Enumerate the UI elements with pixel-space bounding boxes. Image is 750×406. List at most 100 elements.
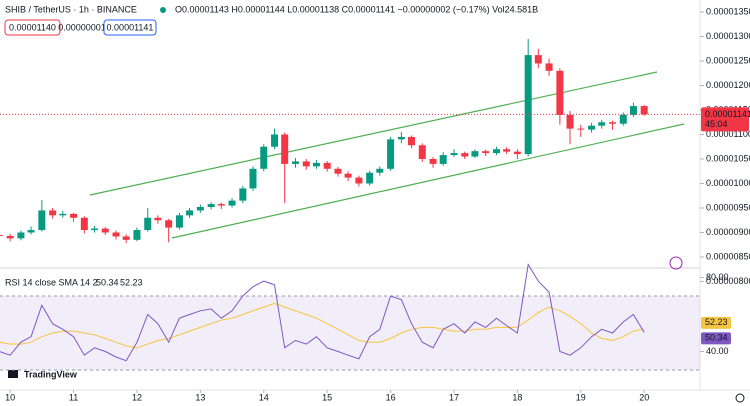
candle-body bbox=[70, 213, 78, 218]
candle-body bbox=[59, 213, 67, 216]
candle-body bbox=[271, 134, 279, 147]
channel-lower bbox=[171, 123, 685, 239]
sma-value-label: 52.23 bbox=[705, 317, 728, 327]
y-tick-label: 0.00001250 bbox=[706, 55, 750, 65]
candle-body bbox=[27, 230, 35, 233]
candle-body bbox=[196, 207, 204, 211]
buy-price: 0.00001141 bbox=[107, 22, 154, 32]
last-price-box bbox=[701, 107, 749, 132]
candle-body bbox=[439, 155, 447, 164]
candle-body bbox=[609, 122, 616, 124]
candle-body bbox=[397, 136, 405, 140]
x-tick-label: 12 bbox=[132, 392, 142, 402]
y-tick-label: 0.00001350 bbox=[706, 6, 750, 16]
candle-body bbox=[534, 55, 542, 64]
candle-body bbox=[588, 125, 596, 130]
sma-legend-value: 52.23 bbox=[120, 277, 143, 287]
candle-body bbox=[80, 217, 88, 231]
candle-body bbox=[38, 210, 46, 231]
logo-mark bbox=[8, 370, 18, 378]
candle-body bbox=[154, 217, 162, 221]
rsi-value-box bbox=[701, 332, 731, 345]
candle-body bbox=[90, 228, 98, 231]
sell-price: 0.00001140 bbox=[9, 22, 56, 32]
settings-icon[interactable] bbox=[735, 393, 745, 403]
candle-body bbox=[260, 146, 268, 169]
candle-body bbox=[217, 204, 225, 206]
candle-body bbox=[144, 217, 152, 231]
candle-body bbox=[228, 200, 236, 206]
watermark: TradingView bbox=[24, 369, 78, 379]
candle-body bbox=[344, 173, 352, 178]
x-tick-label: 16 bbox=[386, 392, 396, 402]
y-tick-label: 0.00001000 bbox=[706, 178, 750, 188]
y-tick-label: 0.00000950 bbox=[706, 202, 750, 212]
x-tick-label: 20 bbox=[639, 392, 649, 402]
candle-body bbox=[376, 168, 384, 173]
candle-body bbox=[513, 151, 521, 155]
rsi-tick-label: 80.00 bbox=[706, 272, 729, 282]
candle-body bbox=[0, 234, 3, 236]
x-tick-label: 11 bbox=[69, 392, 78, 402]
candle-body bbox=[482, 151, 490, 154]
x-tick-label: 18 bbox=[512, 392, 522, 402]
countdown: 45:04 bbox=[705, 119, 728, 129]
candle-body bbox=[312, 162, 320, 167]
candle-body bbox=[6, 235, 14, 239]
x-tick-label: 13 bbox=[195, 392, 205, 402]
candle-body bbox=[207, 204, 215, 208]
rsi-band bbox=[0, 295, 700, 371]
candle-body bbox=[355, 177, 363, 184]
y-tick-label: 0.00001050 bbox=[706, 153, 750, 163]
candle-body bbox=[387, 139, 395, 169]
candle-body bbox=[418, 145, 426, 159]
candle-body bbox=[577, 128, 585, 130]
y-tick-label: 0.00001200 bbox=[706, 80, 750, 90]
candle-body bbox=[165, 220, 173, 228]
candle-body bbox=[291, 161, 299, 164]
candle-body bbox=[122, 236, 130, 240]
candle-body bbox=[175, 215, 183, 228]
y-tick-label: 0.00001300 bbox=[706, 31, 750, 41]
spread: 0.00000001 bbox=[58, 22, 106, 32]
x-tick-label: 17 bbox=[449, 392, 459, 402]
candle-body bbox=[619, 114, 627, 124]
x-tick-label: 10 bbox=[5, 392, 15, 402]
rsi-line bbox=[0, 263, 645, 362]
buy-button[interactable] bbox=[103, 19, 157, 36]
candle-body bbox=[334, 168, 342, 174]
candle-body bbox=[566, 114, 574, 129]
candle-body bbox=[598, 122, 606, 126]
candle-body bbox=[101, 228, 109, 233]
y-tick-label: 0.00001100 bbox=[706, 129, 750, 139]
alert-icon[interactable] bbox=[669, 256, 683, 270]
last-price-label: 0.00001141 bbox=[705, 109, 750, 119]
sell-button[interactable] bbox=[4, 19, 61, 36]
candle-body bbox=[556, 70, 564, 115]
sma-value-box bbox=[701, 316, 731, 329]
candle-body bbox=[450, 153, 458, 156]
y-tick-label: 0.00000850 bbox=[706, 251, 750, 261]
candle-body bbox=[281, 134, 289, 164]
candle-body bbox=[112, 232, 120, 237]
candle-body bbox=[461, 153, 469, 157]
ohlc: O0.00001143 H0.00001144 L0.00001138 C0.0… bbox=[175, 4, 538, 14]
candle-body bbox=[323, 162, 331, 169]
candle-body bbox=[186, 210, 194, 216]
candle-body bbox=[503, 149, 511, 152]
candle-body bbox=[471, 151, 479, 157]
rsi-legend-value: 50.34 bbox=[96, 277, 119, 287]
candle-body bbox=[545, 63, 553, 71]
y-tick-label: 0.00000800 bbox=[706, 276, 750, 286]
candle-body bbox=[640, 106, 648, 115]
candle-body bbox=[366, 172, 374, 184]
x-tick-label: 14 bbox=[259, 392, 269, 402]
candle-body bbox=[408, 136, 416, 146]
candle-body bbox=[524, 55, 532, 155]
candle-body bbox=[429, 158, 437, 164]
indicator-title: RSI 14 close SMA 14 2 bbox=[5, 277, 98, 287]
sma-line bbox=[0, 302, 645, 349]
candle-body bbox=[249, 168, 257, 189]
